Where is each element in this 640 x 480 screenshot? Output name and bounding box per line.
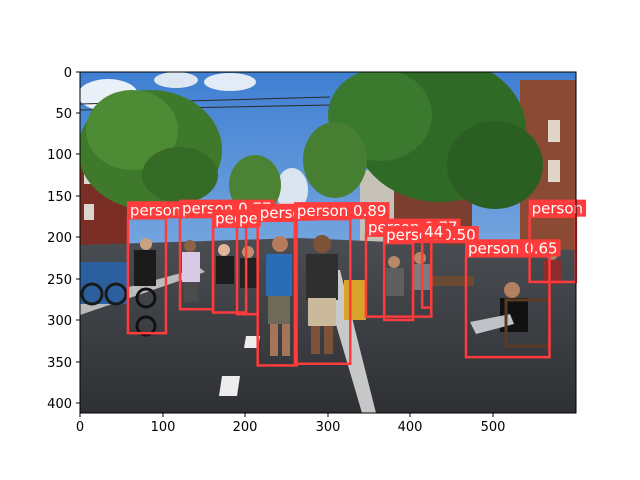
detection-label-background [236, 209, 261, 227]
y-tick-label: 300 [47, 314, 72, 329]
x-tick-label: 300 [316, 420, 341, 435]
y-tick: 400 [47, 397, 80, 412]
y-tick: 250 [47, 273, 80, 288]
x-tick-label: 400 [398, 420, 423, 435]
detection-label: pe [239, 210, 258, 228]
y-tick-label: 50 [55, 107, 72, 122]
x-tick: 400 [398, 413, 423, 435]
x-tick: 200 [233, 413, 258, 435]
y-tick: 350 [47, 356, 80, 371]
detection-label-background [528, 199, 587, 217]
detection-label-background [421, 222, 447, 240]
x-tick-label: 200 [233, 420, 258, 435]
x-tick: 300 [316, 413, 341, 435]
detection-10: person [528, 199, 587, 284]
y-tick: 100 [47, 148, 80, 163]
x-axis: 0 100 200 300 400 500 [76, 413, 506, 435]
y-tick-label: 250 [47, 273, 72, 288]
y-tick: 0 [64, 66, 80, 81]
y-tick: 50 [55, 107, 80, 122]
y-tick-label: 350 [47, 356, 72, 371]
x-tick-label: 500 [481, 420, 506, 435]
detection-5: person 0.89 [293, 202, 390, 366]
y-tick-label: 200 [47, 231, 72, 246]
x-tick-label: 100 [151, 420, 176, 435]
detection-label-background [464, 239, 561, 257]
x-tick: 0 [76, 413, 84, 435]
y-tick-label: 100 [47, 148, 72, 163]
detection-label: 44 [424, 223, 443, 241]
y-tick: 300 [47, 314, 80, 329]
y-tick-label: 150 [47, 190, 72, 205]
x-tick: 100 [151, 413, 176, 435]
detection-label: person [532, 200, 583, 218]
detection-label: peo [215, 210, 243, 228]
y-tick: 200 [47, 231, 80, 246]
detection-label: person 0.65 [468, 239, 558, 257]
x-tick-label: 0 [76, 420, 84, 435]
y-tick-label: 0 [64, 66, 72, 81]
y-tick: 150 [47, 190, 80, 205]
detection-label: person 0.89 [297, 202, 387, 220]
detection-9: person 0.65 [464, 239, 561, 359]
x-tick: 500 [481, 413, 506, 435]
detection-label-background [293, 202, 390, 220]
y-tick-label: 400 [47, 397, 72, 412]
y-axis: 0 50 100 150 200 250 300 350 [47, 66, 80, 412]
photo-image [80, 72, 576, 413]
detection-8: 44 [420, 222, 447, 309]
